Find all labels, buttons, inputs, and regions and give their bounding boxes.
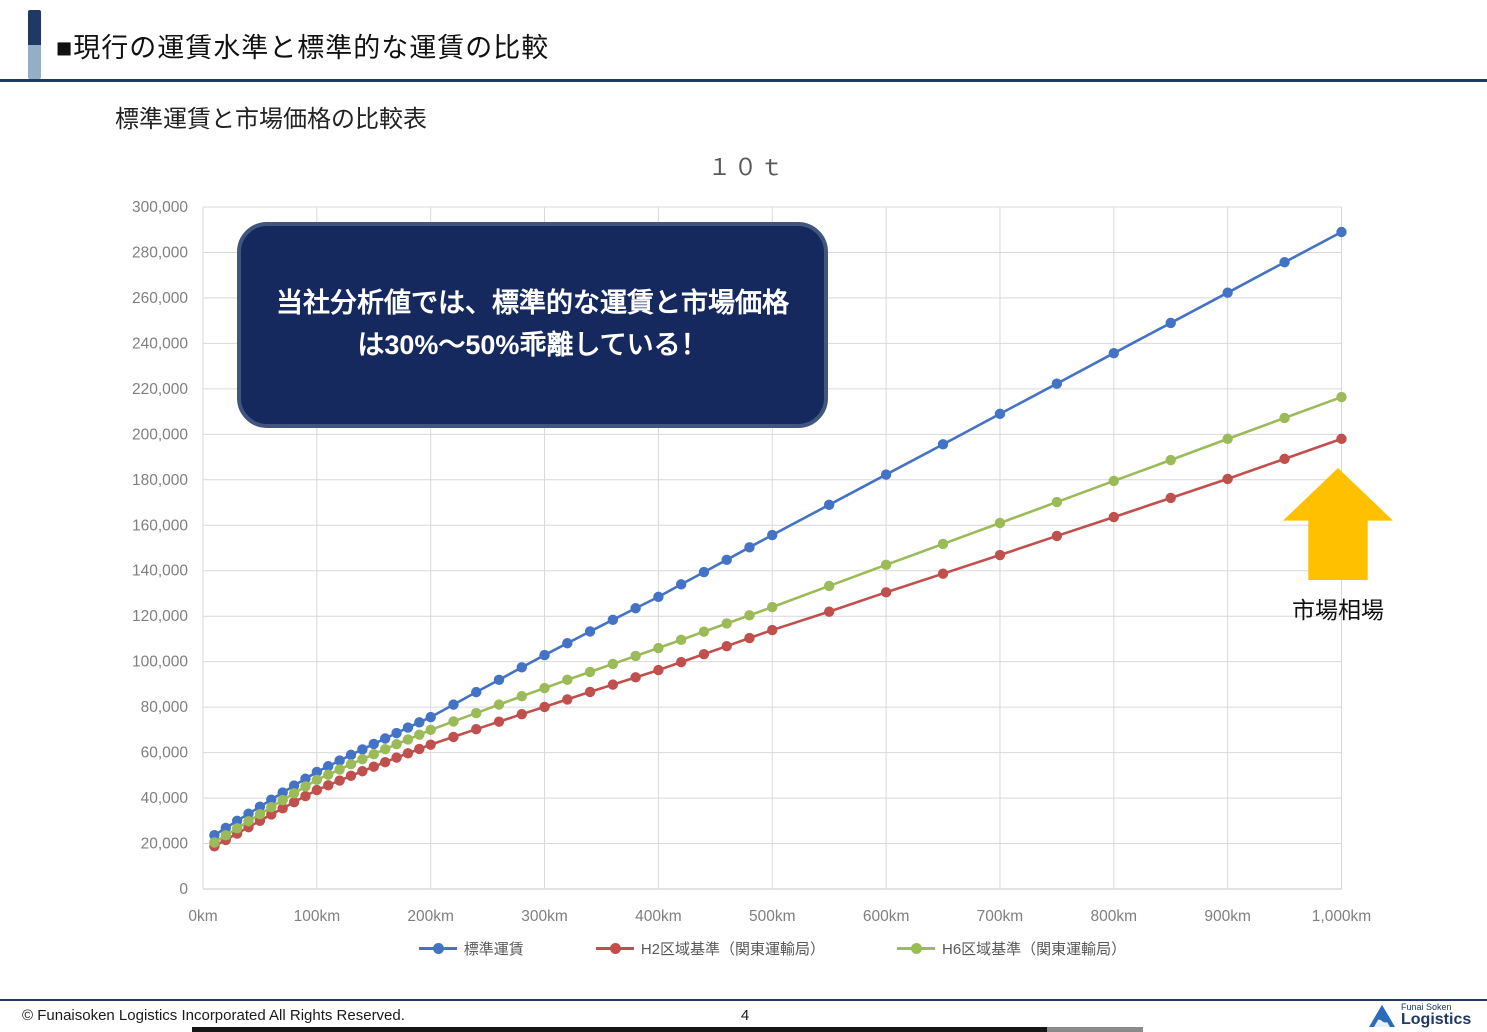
legend-marker-red-icon: [595, 943, 634, 954]
company-logo: Funai Soken Logistics: [1368, 1003, 1471, 1028]
svg-text:1,000km: 1,000km: [1312, 908, 1371, 925]
page-number: 4: [740, 1007, 750, 1024]
svg-text:200,000: 200,000: [132, 426, 188, 443]
legend-label: H2区域基準（関東運輸局）: [640, 941, 825, 958]
svg-text:600km: 600km: [863, 908, 910, 925]
logo-text: Funai Soken Logistics: [1401, 1002, 1472, 1028]
svg-text:500km: 500km: [749, 908, 796, 925]
svg-text:0km: 0km: [188, 908, 217, 925]
svg-text:140,000: 140,000: [132, 563, 188, 580]
svg-text:200km: 200km: [407, 908, 454, 925]
footer-divider: [0, 999, 1487, 1001]
copyright-text: © Funaisoken Logistics Incorporated All …: [22, 1007, 405, 1024]
page-title: ■現行の運賃水準と標準的な運賃の比較: [56, 33, 550, 63]
bottom-strip-gray: [1047, 1027, 1143, 1032]
svg-text:260,000: 260,000: [132, 290, 188, 307]
legend-label: H6区域基準（関東運輸局）: [942, 941, 1127, 958]
legend-label: 標準運賃: [463, 941, 524, 958]
svg-text:100km: 100km: [294, 908, 341, 925]
svg-text:900km: 900km: [1204, 908, 1251, 925]
legend-item-standard: 標準運賃: [418, 938, 524, 959]
analysis-callout-text: 当社分析値では、標準的な運賃と市場価格は30%～50%乖離している！: [276, 288, 789, 360]
logo-mark-icon: [1369, 1004, 1395, 1027]
analysis-callout-box: 当社分析値では、標準的な運賃と市場価格は30%～50%乖離している！: [237, 222, 828, 428]
market-rate-label: 市場相場: [1292, 597, 1384, 623]
svg-text:300,000: 300,000: [132, 199, 188, 216]
svg-text:160,000: 160,000: [132, 517, 188, 534]
svg-text:60,000: 60,000: [141, 745, 189, 762]
chart-subtitle: 標準運賃と市場価格の比較表: [115, 106, 427, 133]
svg-text:100,000: 100,000: [132, 654, 188, 671]
legend-marker-blue-icon: [418, 943, 457, 954]
svg-text:40,000: 40,000: [141, 790, 189, 807]
chart-title: １０ｔ: [708, 154, 786, 180]
legend-item-h6: H6区域基準（関東運輸局）: [897, 938, 1126, 959]
svg-text:20,000: 20,000: [141, 836, 189, 853]
header-accent-bar-dark: [28, 10, 41, 45]
svg-text:400km: 400km: [635, 908, 682, 925]
header-divider: [0, 79, 1487, 82]
header-accent-bar-light: [28, 45, 41, 79]
legend-marker-green-icon: [897, 943, 935, 954]
svg-text:120,000: 120,000: [132, 608, 188, 625]
legend-item-h2: H2区域基準（関東運輸局）: [595, 938, 825, 959]
svg-text:0: 0: [179, 881, 188, 898]
svg-text:220,000: 220,000: [132, 381, 188, 398]
svg-text:280,000: 280,000: [132, 244, 188, 261]
svg-text:300km: 300km: [521, 908, 568, 925]
svg-text:180,000: 180,000: [132, 472, 188, 489]
chart-legend: 標準運賃 H2区域基準（関東運輸局） H6区域基準（関東運輸局）: [203, 938, 1342, 959]
svg-text:700km: 700km: [977, 908, 1024, 925]
svg-text:80,000: 80,000: [141, 699, 189, 716]
svg-text:800km: 800km: [1091, 908, 1138, 925]
bottom-strip-dark: [192, 1027, 1047, 1032]
svg-text:240,000: 240,000: [132, 335, 188, 352]
